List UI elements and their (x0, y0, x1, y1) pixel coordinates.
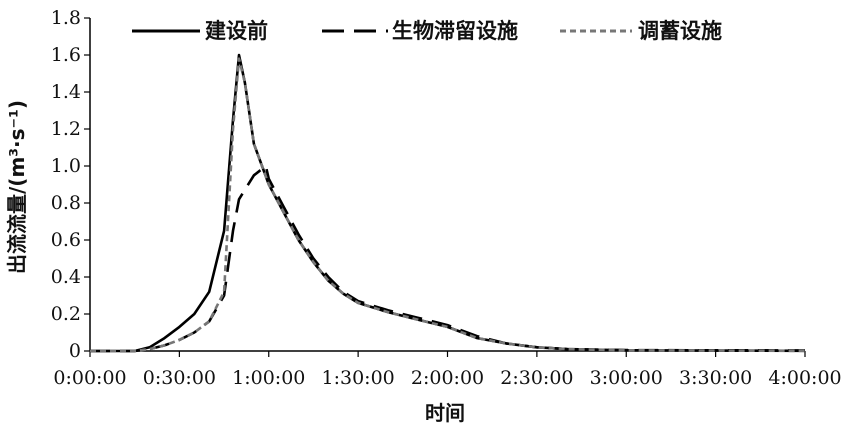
series (90, 53, 806, 353)
ticks: 0 0.2 0.4 0.6 0.8 1.0 1.2 1.4 1.6 1.8 0:00:00 0:30:… (51, 7, 842, 389)
y-tick-label: 1.2 (51, 118, 81, 140)
y-tick-label: 1.4 (51, 81, 81, 103)
x-tick-label: 1:30:00 (322, 367, 395, 389)
x-axis-title: 时间 (425, 401, 465, 425)
y-tick-label: 1.6 (51, 44, 81, 66)
legend-label-storage: 调蓄设施 (638, 19, 722, 43)
legend-label-pre: 建设前 (205, 19, 268, 43)
x-tick-label: 3:30:00 (679, 367, 752, 389)
x-tick-label: 2:30:00 (500, 367, 573, 389)
series-line-2 (90, 57, 806, 353)
y-tick-label: 0 (69, 340, 81, 362)
x-tick-label: 0:00:00 (53, 367, 126, 389)
legend-label-bioretention: 生物滞留设施 (392, 19, 518, 43)
y-tick-label: 0.6 (51, 229, 81, 251)
legend: 建设前 生物滞留设施 调蓄设施 (132, 19, 722, 43)
y-tick-label: 0.2 (51, 303, 81, 325)
series-line-1 (90, 164, 806, 353)
x-tick-label: 3:00:00 (590, 367, 663, 389)
y-tick-label: 0.4 (51, 266, 81, 288)
y-tick-label: 1.0 (51, 155, 81, 177)
x-tick-label: 1:00:00 (232, 367, 305, 389)
x-tick-label: 4:00:00 (768, 367, 841, 389)
x-tick-label: 0:30:00 (143, 367, 216, 389)
y-tick-label: 1.8 (51, 7, 81, 29)
series-line-0 (90, 53, 806, 353)
y-axis-title: 出流流量/(m³·s⁻¹) (5, 100, 29, 274)
x-tick-label: 2:00:00 (411, 367, 484, 389)
y-tick-label: 0.8 (51, 192, 81, 214)
axes (89, 18, 805, 352)
